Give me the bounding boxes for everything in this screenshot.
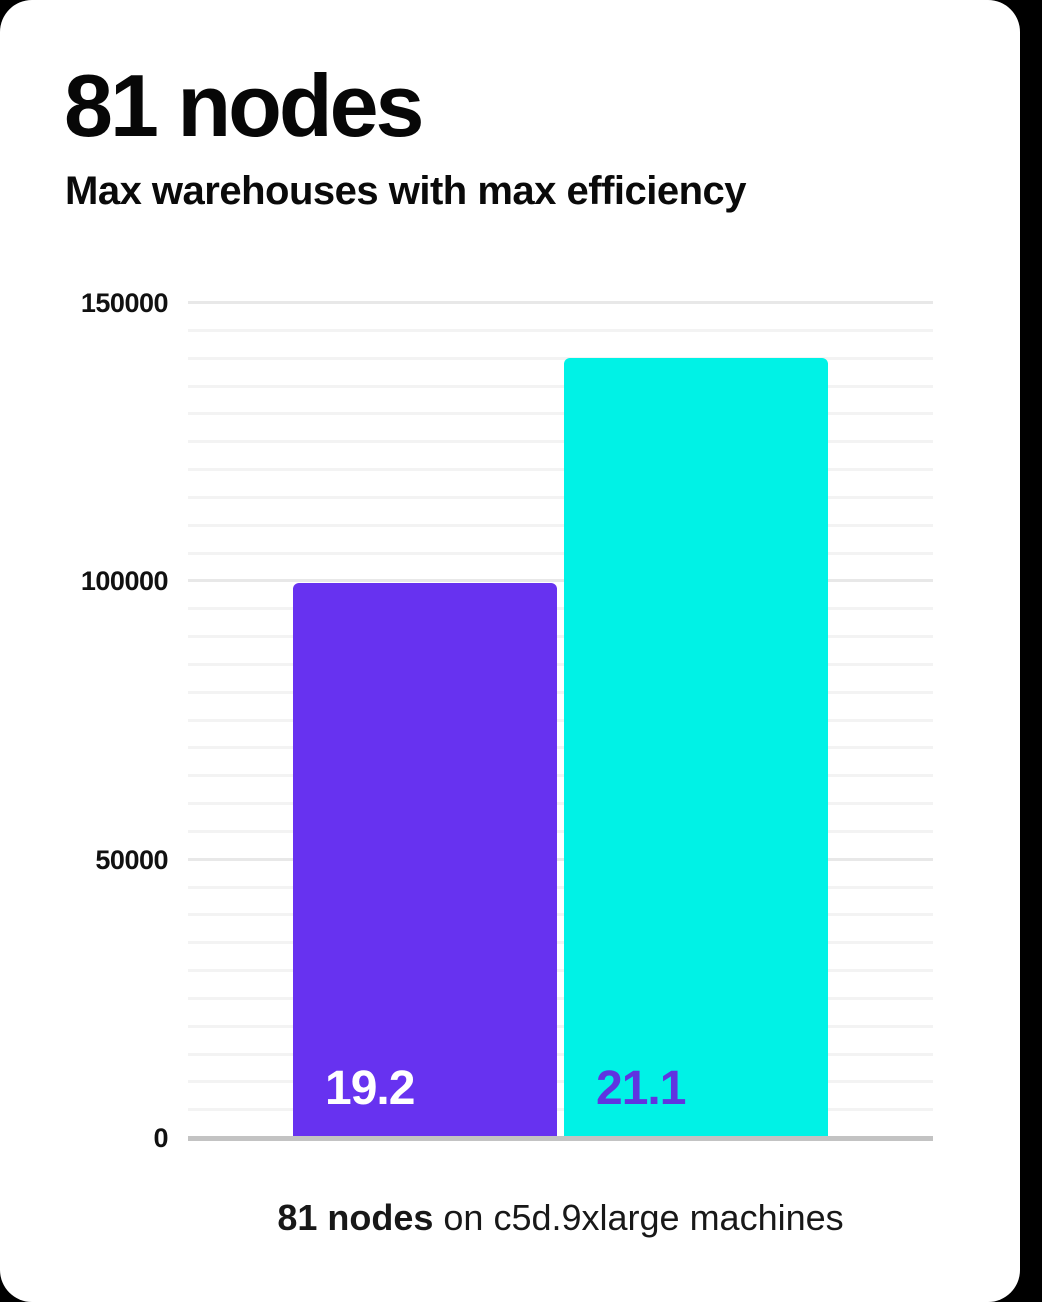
major-gridline	[188, 857, 933, 861]
minor-gridline	[188, 913, 933, 917]
chart-caption: 81 nodes on c5d.9xlarge machines	[188, 1196, 933, 1240]
y-tick-label-0: 0	[153, 1123, 168, 1153]
bar-value-label-19.2: 19.2	[325, 1062, 415, 1115]
minor-gridline	[188, 440, 933, 444]
minor-gridline	[188, 635, 933, 638]
minor-gridline	[188, 551, 933, 555]
caption-regular-text: on c5d.9xlarge machines	[433, 1197, 844, 1238]
minor-gridline	[188, 1108, 933, 1112]
bar-value-label-21.1: 21.1	[596, 1062, 686, 1115]
minor-gridline	[188, 662, 933, 666]
bar-21.1: 21.1	[564, 358, 828, 1138]
minor-gridline	[188, 690, 933, 694]
minor-gridline	[188, 996, 933, 1000]
minor-gridline	[188, 746, 933, 750]
minor-gridline	[188, 829, 933, 833]
bar-chart: 19.2 21.1 0 50000 100000 150000	[0, 288, 933, 1153]
minor-gridline	[188, 495, 933, 499]
minor-gridline	[188, 1080, 933, 1084]
chart-subtitle: Max warehouses with max efficiency	[65, 169, 747, 213]
major-gridline	[188, 301, 933, 304]
x-axis-baseline	[188, 1136, 933, 1141]
major-gridline	[188, 579, 933, 583]
y-tick-label-50000: 50000	[95, 844, 168, 875]
y-tick-label-100000: 100000	[80, 566, 169, 597]
minor-gridline	[188, 969, 933, 972]
caption-bold-text: 81 nodes	[277, 1197, 434, 1238]
minor-gridline	[188, 356, 933, 360]
minor-gridline	[188, 885, 933, 889]
minor-gridline	[188, 1052, 933, 1056]
minor-gridline	[188, 941, 933, 945]
minor-gridline	[188, 523, 933, 527]
minor-gridline	[188, 607, 933, 611]
minor-gridline	[188, 412, 933, 416]
minor-gridline	[188, 384, 933, 388]
minor-gridline	[188, 468, 933, 471]
y-tick-label-150000: 150000	[80, 288, 169, 318]
minor-gridline	[188, 718, 933, 722]
minor-gridline	[188, 1024, 933, 1028]
plot-area: 19.2 21.1	[188, 301, 933, 1141]
minor-gridline	[188, 328, 933, 332]
minor-gridline	[188, 774, 933, 778]
chart-card: 81 nodes Max warehouses with max efficie…	[0, 0, 1020, 1302]
bar-19.2: 19.2	[293, 583, 557, 1138]
chart-title: 81 nodes	[64, 56, 424, 155]
minor-gridline	[188, 802, 933, 805]
